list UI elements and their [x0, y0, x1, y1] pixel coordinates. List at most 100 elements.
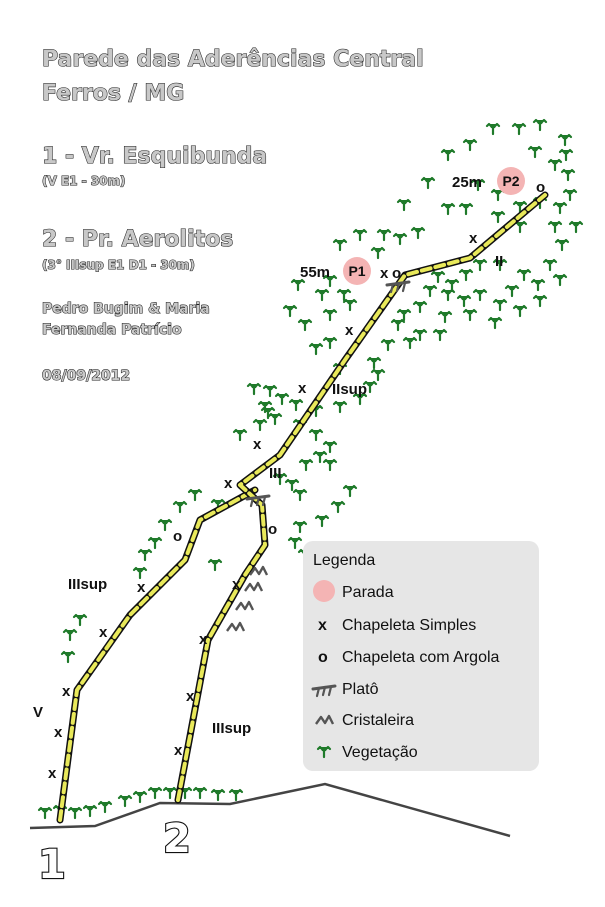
grade-label: IIIsup	[68, 576, 107, 593]
vegetation-icon	[37, 806, 53, 820]
vegetation-icon	[527, 145, 543, 159]
vegetation-icon	[298, 458, 314, 472]
ledge-icon	[245, 494, 271, 508]
vegetation-icon	[297, 318, 313, 332]
vegetation-icon	[568, 220, 584, 234]
vegetation-icon	[97, 800, 113, 814]
vegetation-icon	[342, 484, 358, 498]
vegetation-icon	[157, 518, 173, 532]
vegetation-icon	[412, 300, 428, 314]
vegetation-icon	[292, 520, 308, 534]
crystal-icon	[225, 621, 246, 633]
legend-item-label: Chapeleta com Argola	[342, 649, 500, 666]
vegetation-icon	[396, 198, 412, 212]
vegetation-icon	[132, 566, 148, 580]
vegetation-icon	[162, 786, 178, 800]
legend-item-label: Parada	[342, 584, 394, 601]
vegetation-icon	[282, 304, 298, 318]
bolt-simple: x	[253, 436, 262, 453]
vegetation-icon	[462, 138, 478, 152]
vegetation-icon	[308, 342, 324, 356]
vegetation-icon	[67, 806, 83, 820]
vegetation-icon	[542, 258, 558, 272]
vegetation-icon	[62, 628, 78, 642]
vegetation-icon	[458, 202, 474, 216]
vegetation-icon	[492, 298, 508, 312]
ground-line	[29, 782, 511, 838]
bolt-simple: x	[186, 688, 195, 705]
vegetation-icon	[511, 122, 527, 136]
vegetation-icon	[287, 536, 303, 550]
stop-circle-p1	[343, 257, 371, 285]
vegetation-icon	[440, 202, 456, 216]
vegetation-icon	[192, 786, 208, 800]
bolt-ring: o	[392, 265, 401, 282]
vegetation-icon	[262, 384, 278, 398]
vegetation-icon	[392, 232, 408, 246]
bolt-ring: o	[536, 179, 545, 196]
grade-label: II	[495, 253, 503, 270]
date: 08/09/2012	[42, 368, 130, 384]
vegetation-icon	[147, 786, 163, 800]
vegetation-icon	[547, 220, 563, 234]
vegetation-icon	[532, 294, 548, 308]
vegetation-icon	[560, 168, 576, 182]
title-line1: Parede das Aderências Central	[42, 47, 424, 72]
vegetation-icon	[352, 228, 368, 242]
vegetation-icon	[366, 356, 382, 370]
stop-circle-p2	[497, 167, 525, 195]
legend-item-label: Platô	[342, 681, 379, 698]
vegetation-icon	[267, 412, 283, 426]
vegetation-icon	[330, 500, 346, 514]
vegetation-icon	[336, 288, 352, 302]
vegetation-icon	[444, 278, 460, 292]
vegetation-icon	[487, 316, 503, 330]
vegetation-icon	[172, 500, 188, 514]
vegetation-icon	[485, 122, 501, 136]
vegetation-icon	[422, 284, 438, 298]
vegetation-icon	[554, 238, 570, 252]
route1-line	[58, 488, 257, 822]
bolt-simple: x	[99, 624, 108, 641]
vegetation-icon	[558, 148, 574, 162]
vegetation-icon	[530, 278, 546, 292]
route1-grade: (V E1 - 30m)	[42, 174, 126, 188]
vegetation-icon	[322, 458, 338, 472]
vegetation-icon	[228, 788, 244, 802]
bolt-simple: x	[298, 380, 307, 397]
bolt-simple: x	[199, 631, 208, 648]
bolt-simple: x	[380, 265, 389, 282]
grade-label: IIsup	[332, 381, 367, 398]
legend-item-label: Vegetação	[342, 744, 418, 761]
vegetation-icon	[472, 258, 488, 272]
vegetation-icon	[284, 478, 300, 492]
vegetation-icon	[430, 270, 446, 284]
vegetation-icon	[332, 238, 348, 252]
vegetation-icon	[557, 133, 573, 147]
bolt-simple: x	[224, 475, 233, 492]
vegetation-icon	[132, 790, 148, 804]
bolt-simple: x	[345, 322, 354, 339]
vegetation-icon	[72, 613, 88, 627]
vegetation-icon	[342, 298, 358, 312]
vegetation-icon	[187, 488, 203, 502]
bolt-simple: x	[174, 742, 183, 759]
crystal-icon	[234, 600, 255, 612]
crystal-icon	[243, 581, 264, 593]
stop-circle-icon	[313, 580, 335, 602]
vegetation-icon	[290, 278, 306, 292]
legend-title: Legenda	[313, 552, 375, 569]
vegetation-icon	[60, 650, 76, 664]
vegetation-icon	[117, 794, 133, 808]
vegetation-icon	[458, 268, 474, 282]
vegetation-icon	[370, 368, 386, 382]
vegetation-icon	[137, 548, 153, 562]
bolt-ring: o	[268, 521, 277, 538]
grade-label: V	[33, 704, 43, 721]
vegetation-icon	[274, 392, 290, 406]
vegetation-icon	[552, 273, 568, 287]
vegetation-icon	[420, 176, 436, 190]
vegetation-icon	[308, 428, 324, 442]
vegetation-icon	[147, 536, 163, 550]
vegetation-icon	[440, 148, 456, 162]
